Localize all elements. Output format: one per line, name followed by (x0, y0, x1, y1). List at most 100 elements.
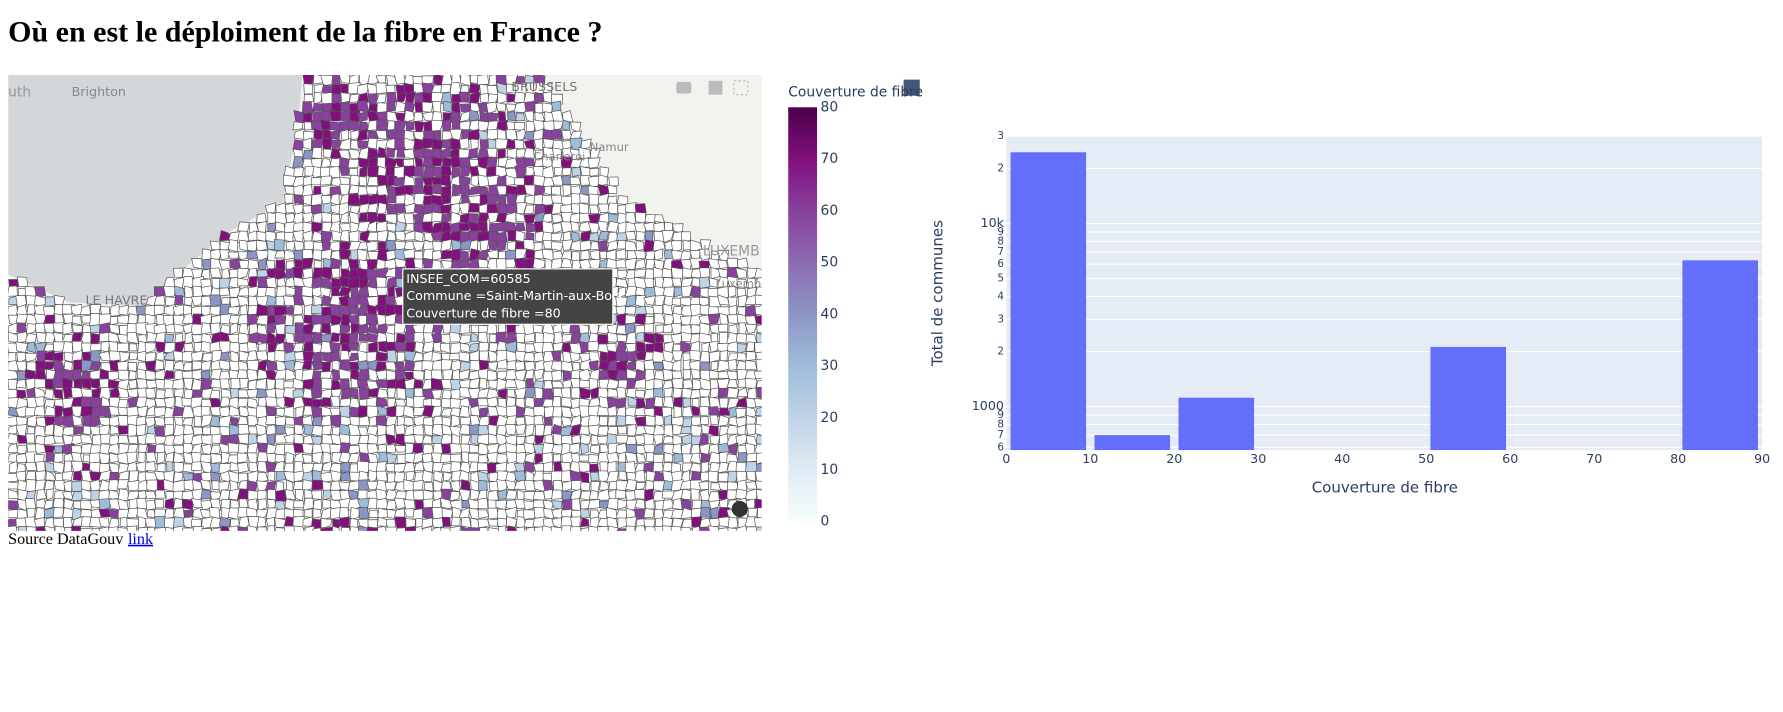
commune (283, 525, 296, 531)
commune (210, 453, 223, 464)
commune (542, 388, 555, 400)
commune (439, 204, 453, 214)
commune (302, 212, 313, 224)
commune (368, 323, 378, 335)
commune (340, 387, 352, 400)
commune (624, 231, 637, 241)
commune (190, 350, 204, 362)
info-icon[interactable] (731, 500, 748, 517)
commune (62, 470, 74, 481)
commune (652, 434, 664, 446)
commune (285, 451, 295, 464)
commune (524, 332, 535, 343)
commune (321, 109, 332, 123)
commune (174, 295, 184, 306)
footer-link-text[interactable]: link (128, 531, 154, 548)
commune (727, 286, 737, 299)
map[interactable]: uth Brighton BRUSSELS Charleroi Namur LUXEMB L… (7, 73, 788, 538)
commune (33, 286, 47, 299)
modebar-button[interactable] (676, 81, 692, 94)
commune (478, 120, 491, 132)
commune (219, 378, 231, 390)
commune (236, 369, 248, 379)
commune (384, 526, 398, 531)
commune (404, 525, 416, 531)
commune (80, 377, 93, 390)
tooltip: INSEE_COM=60585 Commune =Saint-Martin-aux… (402, 268, 622, 325)
commune (735, 525, 748, 531)
commune (202, 426, 212, 436)
commune (524, 194, 536, 205)
commune (283, 231, 294, 243)
commune (109, 424, 120, 435)
commune (459, 323, 471, 335)
commune (218, 359, 230, 371)
commune (366, 526, 380, 531)
commune (477, 442, 490, 456)
commune (412, 480, 424, 491)
commune (385, 500, 398, 510)
commune (443, 471, 454, 482)
commune (246, 239, 258, 252)
commune (34, 479, 46, 492)
commune (459, 137, 470, 150)
commune (533, 368, 545, 380)
commune (413, 434, 424, 446)
commune (164, 360, 175, 373)
commune (486, 388, 499, 400)
commune (477, 433, 490, 445)
commune (155, 350, 165, 361)
commune (533, 91, 546, 104)
modebar-button[interactable] (903, 79, 920, 96)
commune (543, 424, 553, 437)
commune (367, 250, 379, 260)
x-tick-label: 80 (1670, 451, 1686, 466)
commune (405, 91, 416, 104)
commune (396, 91, 408, 104)
commune (755, 359, 762, 372)
commune (624, 490, 636, 502)
commune (329, 332, 340, 342)
commune (218, 370, 231, 381)
commune (616, 415, 629, 427)
commune (449, 443, 463, 454)
commune (680, 526, 691, 531)
commune (561, 397, 574, 408)
modebar-button[interactable] (708, 80, 723, 95)
commune (229, 322, 238, 335)
commune (25, 479, 37, 493)
commune (340, 415, 351, 426)
commune (745, 397, 758, 409)
commune (754, 498, 762, 510)
commune (137, 479, 149, 492)
commune (498, 525, 507, 531)
commune (755, 406, 762, 417)
commune (709, 414, 719, 426)
commune (533, 526, 545, 531)
commune (461, 434, 471, 445)
commune (580, 481, 591, 492)
commune (358, 387, 370, 401)
commune (311, 119, 324, 132)
commune (635, 360, 645, 372)
commune (561, 498, 574, 511)
commune (340, 527, 351, 531)
commune (256, 442, 268, 454)
commune (218, 277, 231, 290)
commune (348, 276, 360, 289)
modebar-button[interactable] (733, 80, 749, 96)
commune (523, 214, 536, 225)
commune (267, 212, 277, 224)
commune (172, 267, 183, 278)
commune (422, 177, 433, 186)
commune (597, 240, 609, 252)
commune (256, 359, 268, 373)
commune (209, 389, 221, 399)
commune (497, 148, 506, 159)
commune (274, 527, 287, 531)
commune (220, 351, 230, 361)
commune (211, 433, 222, 445)
footer-link[interactable]: link (128, 531, 154, 548)
commune (663, 451, 673, 463)
commune (200, 488, 212, 500)
